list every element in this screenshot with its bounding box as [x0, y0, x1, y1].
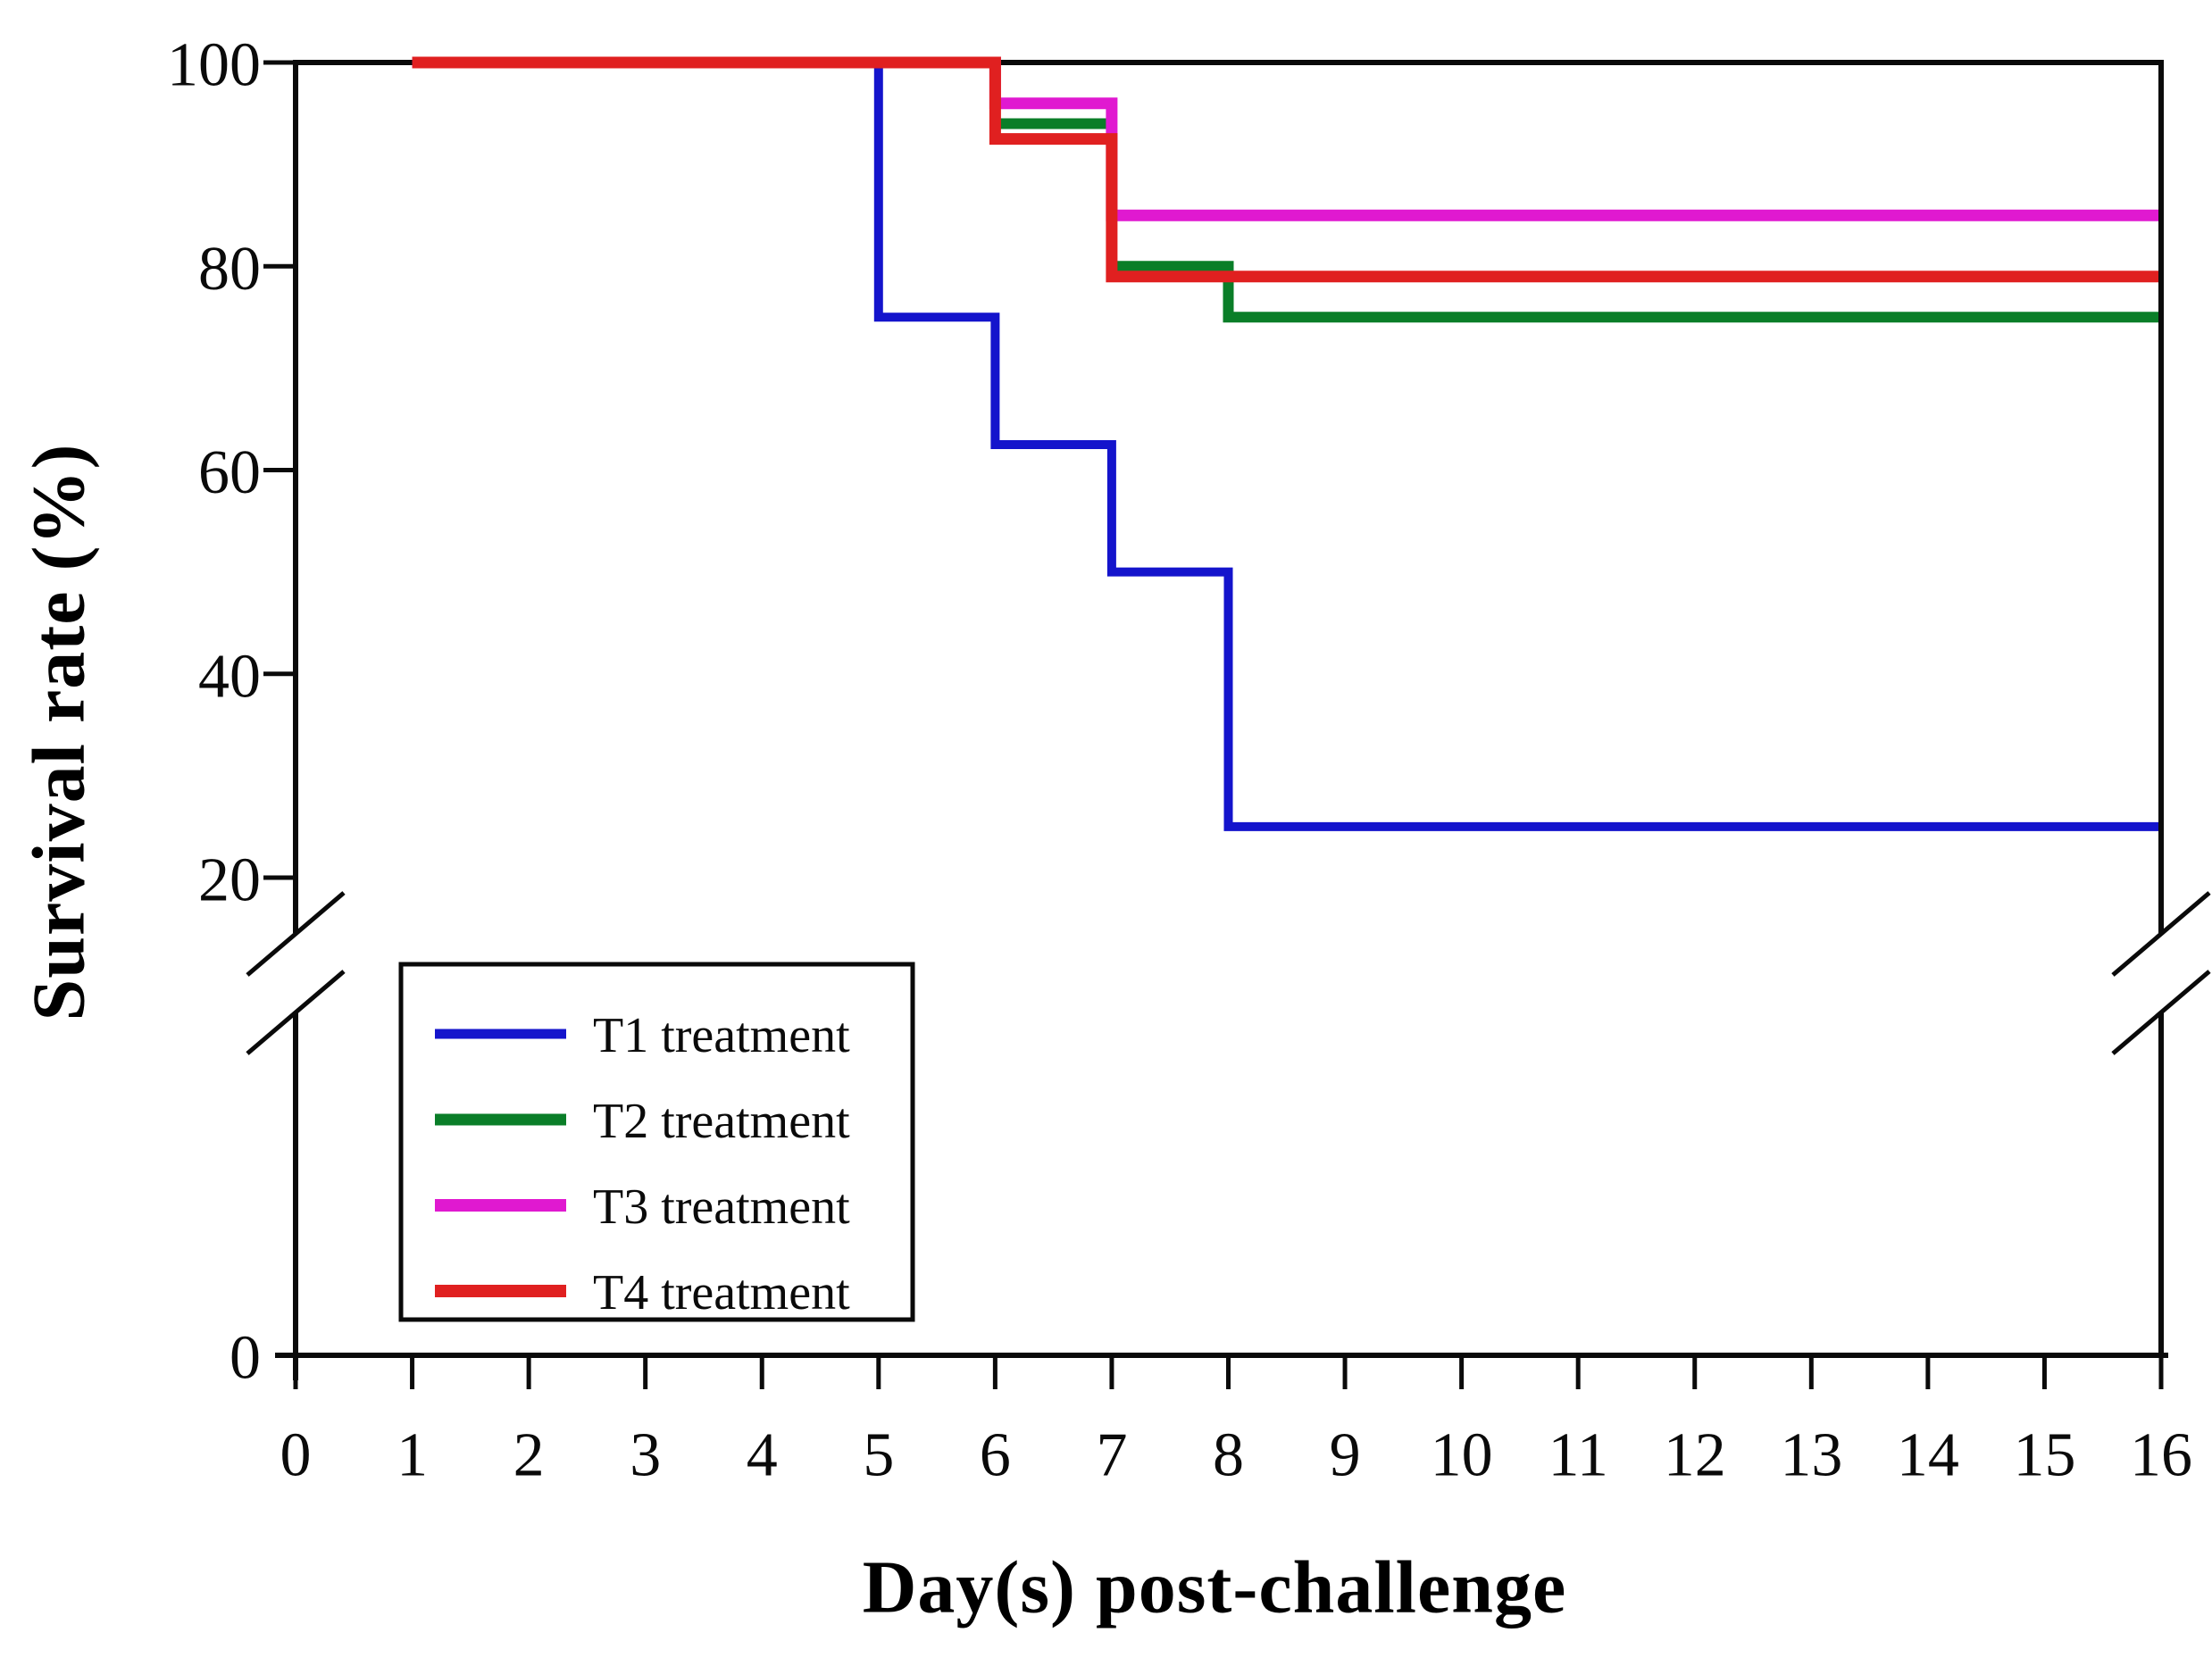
y-tick-label: 60 — [198, 438, 261, 507]
y-tick-label: 40 — [198, 642, 261, 711]
y-tick-label: 20 — [198, 846, 261, 915]
x-axis-title: Day(s) post-challenge — [862, 1545, 1567, 1629]
legend-box — [398, 962, 915, 1322]
legend-item-label: T3 treatment — [593, 1179, 850, 1235]
right-axis-break-slash — [2111, 891, 2211, 977]
x-tick-label: 9 — [1330, 1421, 1361, 1490]
x-tick-label: 6 — [980, 1421, 1011, 1490]
y-zero-tick-label: 0 — [230, 1324, 261, 1393]
x-tick-label: 14 — [1897, 1421, 1959, 1490]
right-axis-break-slash — [2111, 970, 2211, 1055]
x-tick-label: 16 — [2130, 1421, 2192, 1490]
legend-item-label: T2 treatment — [593, 1094, 850, 1149]
legend-item-label: T4 treatment — [593, 1265, 850, 1320]
x-tick-label: 12 — [1664, 1421, 1726, 1490]
series-line-t1 — [412, 58, 2161, 831]
x-tick-label: 13 — [1780, 1421, 1842, 1490]
y-axis-title: Survival rate (%) — [17, 443, 101, 1021]
x-tick-label: 15 — [2013, 1421, 2075, 1490]
x-tick-label: 4 — [747, 1421, 778, 1490]
x-tick-label: 7 — [1096, 1421, 1127, 1490]
x-tick-label: 11 — [1548, 1421, 1607, 1490]
y-tick-label: 80 — [198, 235, 261, 304]
series-line-t4 — [412, 56, 2161, 283]
y-axis-break-slash — [246, 970, 346, 1055]
x-tick-label: 0 — [280, 1421, 312, 1490]
x-tick-label: 10 — [1431, 1421, 1493, 1490]
legend-item-label: T1 treatment — [593, 1008, 850, 1063]
x-tick-label: 5 — [863, 1421, 894, 1490]
x-tick-label: 2 — [513, 1421, 545, 1490]
y-axis-break-slash — [246, 891, 346, 977]
series-line-t3 — [412, 56, 2161, 221]
x-tick-label: 8 — [1213, 1421, 1244, 1490]
y-tick-label: 100 — [167, 31, 261, 100]
x-tick-label: 3 — [630, 1421, 661, 1490]
x-tick-label: 1 — [396, 1421, 428, 1490]
